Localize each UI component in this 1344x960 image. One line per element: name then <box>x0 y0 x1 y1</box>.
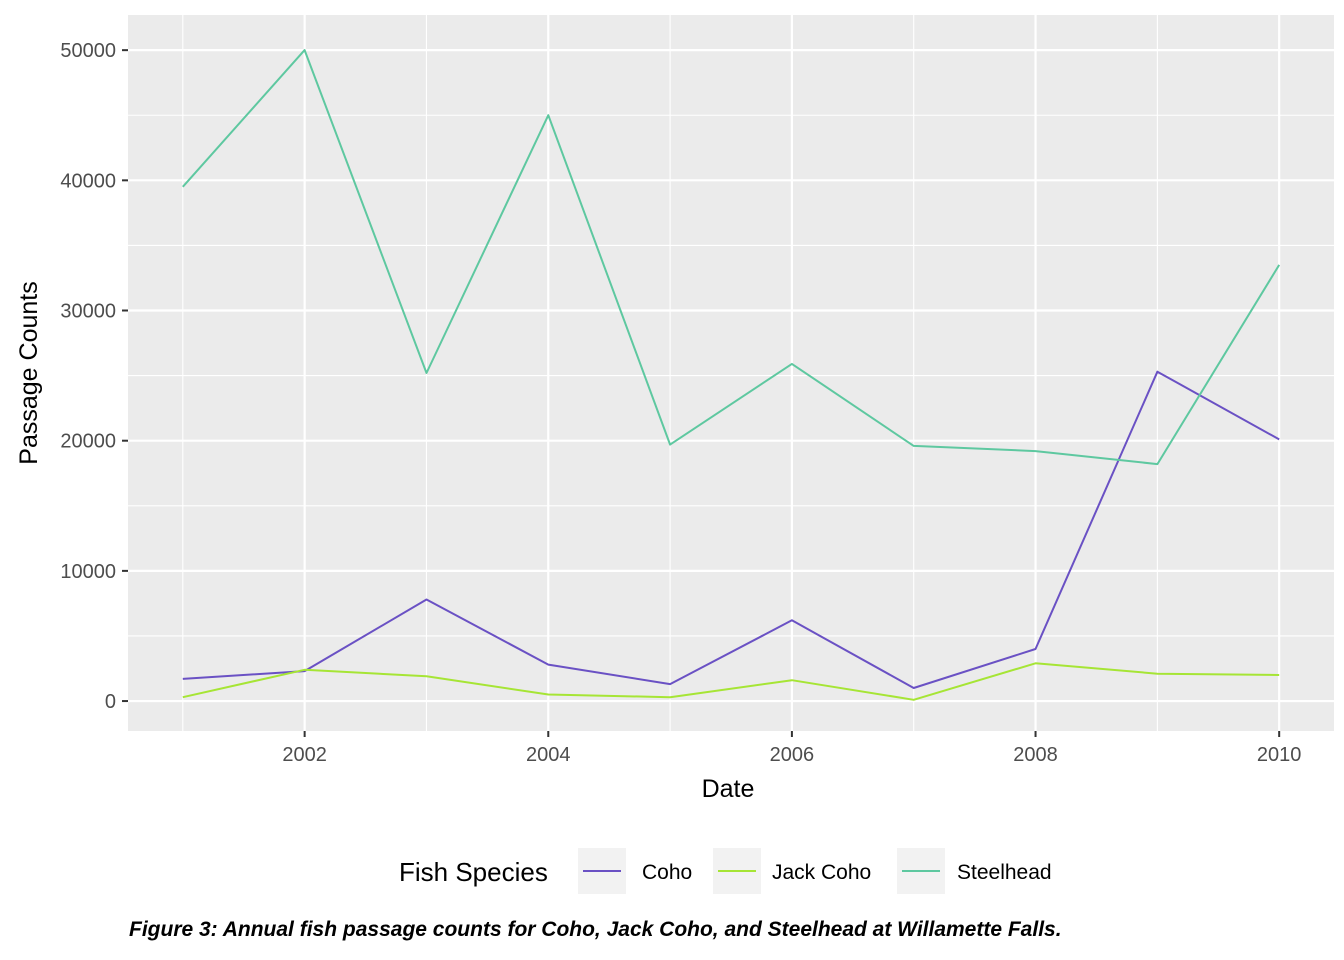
legend-label: Steelhead <box>957 861 1052 884</box>
plot-panel <box>128 15 1334 731</box>
x-tick-label: 2010 <box>1257 744 1302 766</box>
series-line-steelhead <box>182 49 1281 466</box>
legend-title: Fish Species <box>399 857 548 887</box>
y-tick-label: 40000 <box>60 170 116 192</box>
x-axis-title: Date <box>702 775 755 803</box>
series-lines <box>182 49 1281 701</box>
series-line-coho <box>182 370 1280 689</box>
figure-caption: Figure 3: Annual fish passage counts for… <box>129 918 1062 941</box>
x-tick-label: 2006 <box>770 744 815 766</box>
legend-label: Coho <box>642 861 692 884</box>
y-tick-label: 10000 <box>60 561 116 583</box>
legend-label: Jack Coho <box>772 861 871 884</box>
y-tick-label: 20000 <box>60 431 116 453</box>
y-tick-label: 30000 <box>60 301 116 323</box>
y-tick-label: 50000 <box>60 40 116 62</box>
x-axis: 2002 2004 2006 2008 2010 <box>282 731 1301 766</box>
x-tick-label: 2004 <box>526 744 571 766</box>
x-tick-label: 2002 <box>282 744 327 766</box>
y-tick-label: 0 <box>105 691 116 713</box>
y-axis: 0 10000 20000 30000 40000 50000 <box>60 40 128 713</box>
legend: Fish Species Coho Jack Coho Steelhead <box>399 848 1052 894</box>
x-tick-label: 2008 <box>1013 744 1058 766</box>
major-gridlines <box>128 15 1334 731</box>
y-axis-title: Passage Counts <box>15 281 43 464</box>
series-line-jack-coho <box>182 662 1280 701</box>
